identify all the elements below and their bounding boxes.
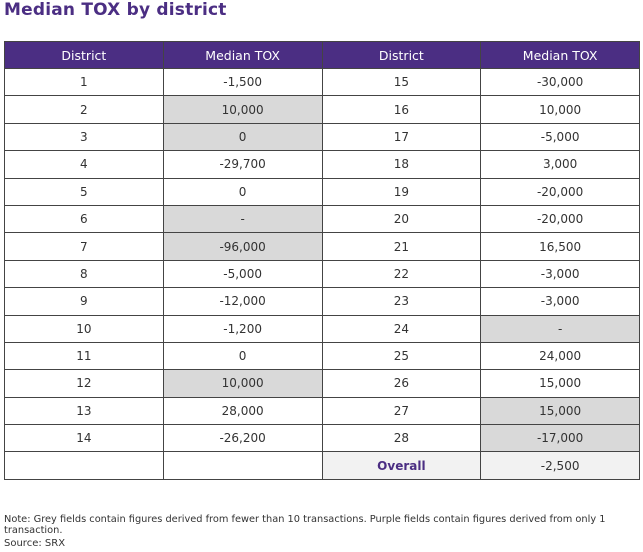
table-row: 11 0 25 24,000 bbox=[4, 341, 640, 371]
district-cell: 11 bbox=[4, 341, 164, 371]
median-tox-cell: -5,000 bbox=[480, 122, 640, 152]
table-row: 2 10,000 16 10,000 bbox=[4, 95, 640, 124]
median-tox-cell: 24,000 bbox=[480, 341, 640, 371]
source-line: Source: SRX bbox=[4, 538, 66, 549]
median-tox-cell: 0 bbox=[162, 177, 323, 206]
header-district-left: District bbox=[4, 41, 164, 69]
district-cell: 22 bbox=[321, 259, 482, 289]
district-cell: 21 bbox=[321, 232, 482, 261]
table-row: 6-20 -20,000 bbox=[4, 204, 640, 234]
median-tox-cell: 28,000 bbox=[162, 396, 323, 426]
district-cell: 15 bbox=[321, 67, 482, 97]
table-row: 3 0 17 -5,000 bbox=[4, 122, 640, 152]
median-tox-cell: -5,000 bbox=[162, 259, 323, 289]
district-cell: 17 bbox=[321, 122, 482, 152]
median-tox-cell: -96,000 bbox=[162, 232, 323, 261]
median-tox-cell: -17,000 bbox=[480, 424, 640, 453]
median-tox-cell: -20,000 bbox=[480, 177, 640, 206]
median-tox-cell: 0 bbox=[162, 341, 323, 371]
district-cell: 12 bbox=[4, 369, 164, 398]
district-cell: 5 bbox=[4, 177, 164, 206]
median-tox-cell: 10,000 bbox=[162, 369, 323, 398]
overall-row: Overall -2,500 bbox=[4, 451, 640, 480]
footnote: Note: Grey fields contain figures derive… bbox=[4, 514, 606, 536]
table-row: 8 -5,000 22 -3,000 bbox=[4, 259, 640, 289]
median-tox-cell: 16,500 bbox=[480, 232, 640, 261]
district-cell: 16 bbox=[321, 95, 482, 124]
median-tox-cell: -20,000 bbox=[480, 204, 640, 234]
median-tox-cell: 3,000 bbox=[480, 150, 640, 179]
median-tox-cell: -12,000 bbox=[162, 287, 323, 316]
overall-label: Overall bbox=[321, 451, 482, 480]
table-row: 12 10,000 26 15,000 bbox=[4, 369, 640, 398]
header-district-right: District bbox=[321, 41, 482, 69]
empty-cell bbox=[4, 451, 164, 480]
district-cell: 14 bbox=[4, 424, 164, 453]
district-cell: 24 bbox=[321, 314, 482, 343]
district-cell: 25 bbox=[321, 341, 482, 371]
median-tox-cell: 10,000 bbox=[480, 95, 640, 124]
header-median-tox-left: Median TOX bbox=[162, 41, 323, 69]
table-row: 5 0 19 -20,000 bbox=[4, 177, 640, 206]
page-title: Median TOX by district bbox=[4, 0, 227, 20]
table-row: 4 -29,700 18 3,000 bbox=[4, 150, 640, 179]
district-cell: 26 bbox=[321, 369, 482, 398]
median-tox-cell: -30,000 bbox=[480, 67, 640, 97]
median-tox-cell: -1,200 bbox=[162, 314, 323, 343]
table-row: 13 28,000 27 15,000 bbox=[4, 396, 640, 426]
median-tox-cell: -3,000 bbox=[480, 287, 640, 316]
district-cell: 10 bbox=[4, 314, 164, 343]
empty-cell bbox=[162, 451, 323, 480]
table-body: 1 -1,500 15 -30,000 2 10,000 16 10,000 3 0 17 -5,00… bbox=[4, 67, 640, 480]
table-row: 14 -26,200 28 -17,000 bbox=[4, 424, 640, 453]
median-tox-cell: - bbox=[480, 314, 640, 343]
table-row: 7 -96,000 21 16,500 bbox=[4, 232, 640, 261]
median-tox-cell: 10,000 bbox=[162, 95, 323, 124]
district-cell: 18 bbox=[321, 150, 482, 179]
district-cell: 2 bbox=[4, 95, 164, 124]
table-row: 10 -1,200 24- bbox=[4, 314, 640, 343]
median-tox-cell: -1,500 bbox=[162, 67, 323, 97]
header-row: District Median TOX District Median TOX bbox=[4, 41, 640, 69]
median-tox-cell: -26,200 bbox=[162, 424, 323, 453]
district-cell: 23 bbox=[321, 287, 482, 316]
median-tox-cell: -3,000 bbox=[480, 259, 640, 289]
district-cell: 6 bbox=[4, 204, 164, 234]
median-tox-cell: 15,000 bbox=[480, 369, 640, 398]
overall-value: -2,500 bbox=[480, 451, 640, 480]
median-tox-cell: - bbox=[162, 204, 323, 234]
district-cell: 19 bbox=[321, 177, 482, 206]
header-median-tox-right: Median TOX bbox=[480, 41, 640, 69]
district-cell: 3 bbox=[4, 122, 164, 152]
district-cell: 9 bbox=[4, 287, 164, 316]
district-cell: 27 bbox=[321, 396, 482, 426]
district-cell: 1 bbox=[4, 67, 164, 97]
district-cell: 20 bbox=[321, 204, 482, 234]
median-tox-table: District Median TOX District Median TOX … bbox=[4, 41, 640, 480]
district-cell: 13 bbox=[4, 396, 164, 426]
median-tox-cell: 0 bbox=[162, 122, 323, 152]
district-cell: 28 bbox=[321, 424, 482, 453]
median-tox-cell: 15,000 bbox=[480, 396, 640, 426]
median-tox-cell: -29,700 bbox=[162, 150, 323, 179]
district-cell: 8 bbox=[4, 259, 164, 289]
table-row: 1 -1,500 15 -30,000 bbox=[4, 67, 640, 97]
district-cell: 7 bbox=[4, 232, 164, 261]
district-cell: 4 bbox=[4, 150, 164, 179]
table-row: 9 -12,000 23 -3,000 bbox=[4, 287, 640, 316]
